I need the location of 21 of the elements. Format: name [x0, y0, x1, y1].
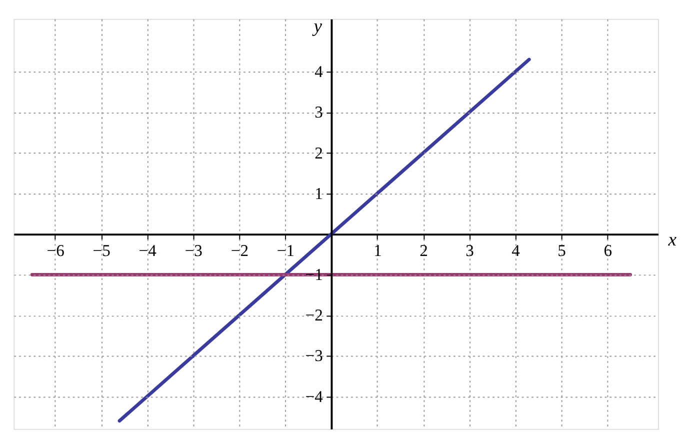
x-tick-label: 2 — [420, 241, 428, 260]
x-tick-label: 1 — [374, 241, 382, 260]
x-tick-label: −5 — [92, 241, 110, 260]
y-tick-label: −4 — [305, 386, 324, 406]
x-tick-label: 4 — [512, 241, 521, 260]
x-tick-label: −1 — [276, 241, 295, 260]
x-tick-label: −6 — [46, 241, 64, 260]
x-tick-label: −2 — [230, 241, 248, 260]
x-tick-label: −3 — [184, 241, 202, 260]
y-tick-label: −2 — [305, 306, 323, 325]
y-tick-label: 3 — [314, 102, 323, 122]
x-tick-label: 5 — [558, 241, 566, 260]
x-tick-label: 3 — [466, 241, 474, 260]
y-tick-label: 2 — [314, 143, 323, 162]
x-axis-title: x — [667, 229, 678, 250]
x-tick-label: −4 — [138, 241, 158, 260]
y-tick-label: −3 — [305, 346, 323, 366]
y-tick-label: 4 — [314, 62, 324, 82]
x-tick-label: 6 — [604, 241, 612, 260]
y-tick-label: 1 — [314, 184, 323, 203]
y-axis-title: y — [312, 16, 323, 38]
